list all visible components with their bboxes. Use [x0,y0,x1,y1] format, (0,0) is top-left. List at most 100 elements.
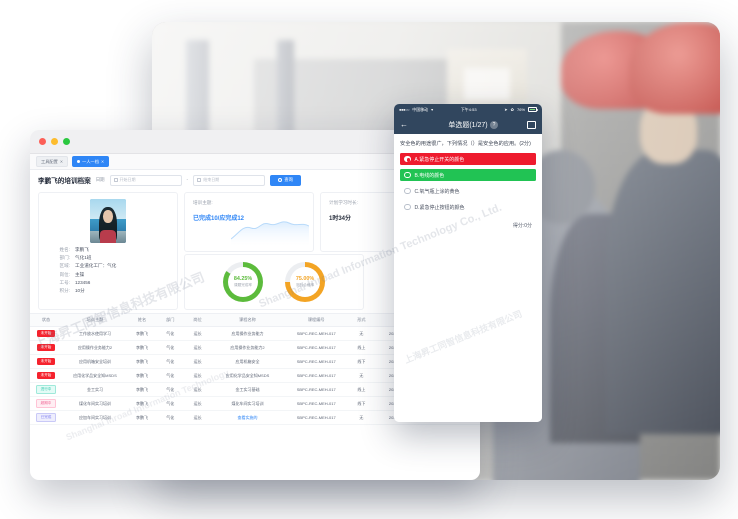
cell-code: SBPC-REC-MEH-017 [296,345,336,350]
end-date-input[interactable]: 结束日期 [193,174,266,186]
cell-dept: 气化 [166,330,175,336]
tab-one-person-one-file[interactable]: 一人一档 ✕ [72,156,110,167]
option-b[interactable]: B.电线的颜色 [400,169,536,182]
profile-field: 岗位: 主操 [47,272,169,278]
date-range-separator: - [186,177,189,183]
option-c[interactable]: C.氧气瓶上涂的黄色 [400,185,536,197]
cell-name: 李鹏飞 [136,344,149,350]
field-key: 部门: [59,255,70,261]
option-label: A.紧急停止开关的颜色 [414,156,465,163]
cell-post: 运长 [193,330,202,336]
mobile-phone-mockup: ●●●○○ 中国移动 ▾ 下午4:53 ➤ ✿ 76% ← 单选题(1/27) … [394,104,542,422]
phone-nav-bar: ← 单选题(1/27) ? [394,115,542,134]
col-post: 岗位 [193,317,202,322]
help-icon[interactable]: ? [490,120,498,129]
cell-form: 无 [359,414,364,420]
window-maximize-button[interactable] [63,138,70,145]
status-badge: 进行中 [35,384,57,395]
calendar-icon [197,178,202,182]
quiz-body: 安全色的用途很广，下列情况（）是安全色的应用。(2分) A.紧急停止开关的颜色 … [394,134,542,422]
window-minimize-button[interactable] [51,138,58,145]
cell-dept: 气化 [166,344,175,350]
tab-label: 一人一档 [82,158,99,164]
training-topic-label: 培训主题: [193,200,213,205]
carrier-label: 中国移动 [412,106,429,112]
option-d[interactable]: D.紧急停止按钮的颜色 [400,201,536,213]
filter-toolbar: 李鹏飞的培训档案 日期 开始日期 - 结束日期 查询 [30,170,480,190]
tab-tool-config[interactable]: 工具配置 ✕ [36,156,69,167]
radio-icon [404,187,411,195]
cell-code: SBPC-REC-MEH-017 [296,415,336,420]
alarm-icon: ✿ [510,107,514,112]
table-header-row: 状态 培训主题 姓名 部门 岗位 课程名称 课程编号 形式 所属计划 操作 [30,313,480,327]
back-arrow-icon[interactable]: ← [400,120,408,129]
tab-dot-icon [77,160,81,163]
col-name: 姓名 [137,317,147,322]
start-date-input[interactable]: 开始日期 [109,174,182,186]
cell-dept: 气化 [166,414,175,420]
cell-topic: 应用机箱安全培训 [78,358,111,364]
profile-field: 积分: 10分 [47,288,169,294]
cell-post: 运长 [193,344,202,350]
close-icon[interactable]: ✕ [100,159,105,164]
sparkline-chart [231,221,309,245]
donut-caption: 课题完成率 [234,283,252,287]
cell-dept: 气化 [166,400,175,406]
col-course: 课程名称 [239,317,256,322]
cell-name: 李鹏飞 [136,372,149,378]
option-label: B.电线的颜色 [414,172,445,179]
cell-code: SBPC-REC-MEH-017 [296,359,336,364]
battery-icon [528,107,538,112]
profile-info-list: 姓名: 李鹏飞 部门: 气化1班 区域: 工业道化工厂：气化 岗位: 主操 [45,247,171,294]
option-label: C.氧气瓶上涂的黄色 [414,188,460,195]
window-close-button[interactable] [39,138,46,145]
cell-form: 线上 [357,344,366,350]
rate-donuts-card: 84.25% 课题完成率 75.00% 测验合格率 [184,254,364,310]
tab-label: 工具配置 [41,158,58,164]
cell-name: 李鹏飞 [136,400,149,406]
field-key: 岗位: [59,271,70,277]
location-icon: ➤ [504,107,508,112]
status-badge: 已完成 [35,412,57,423]
col-status: 状态 [41,317,51,322]
field-value: 10分 [75,287,85,293]
date-label: 日期 [95,177,105,182]
end-date-placeholder: 结束日期 [203,177,220,182]
answer-sheet-icon[interactable] [527,120,536,129]
status-badge: 未开始 [36,357,56,366]
cell-form: 线下 [357,400,366,406]
field-value: 工业道化工厂：气化 [75,263,117,269]
cell-course: 应用操作业务能力 [231,330,264,336]
col-code: 课程编号 [307,317,325,322]
col-dept: 部门 [166,317,175,322]
cell-name: 李鹏飞 [136,414,149,420]
field-value: 123456 [75,279,91,285]
cell-post: 运长 [193,386,202,392]
quiz-title: 单选题(1/27) [448,121,488,129]
cell-course[interactable]: 查看实施的 [237,414,258,420]
query-button[interactable]: 查询 [270,174,302,186]
field-value: 气化1班 [75,255,92,261]
cell-form: 线下 [357,358,366,364]
cell-code: SBPC-REC-MEH-017 [296,331,336,336]
course-completion-donut: 84.25% 课题完成率 [223,262,263,302]
radio-icon [404,155,411,163]
close-icon[interactable]: ✕ [59,159,64,164]
cell-form: 无 [359,330,364,336]
clock-label: 下午4:53 [460,106,477,112]
search-icon [278,178,283,182]
option-label: D.紧急停止按钮的颜色 [414,204,465,211]
tab-bar: 工具配置 ✕ 一人一档 ✕ [30,154,480,170]
exam-pass-donut: 75.00% 测验合格率 [285,262,325,302]
calendar-icon [113,178,118,182]
cell-course: 金工实习基础 [235,386,260,392]
option-a[interactable]: A.紧急停止开关的颜色 [400,153,536,166]
summary-cards-row: 姓名: 李鹏飞 部门: 气化1班 区域: 工业道化工厂：气化 岗位: 主操 [30,190,480,310]
col-topic: 培训主题 [86,317,104,322]
profile-field: 部门: 气化1班 [47,255,169,261]
wifi-icon: ▾ [431,107,434,112]
cell-post: 运长 [193,400,202,406]
field-key: 积分: [59,287,70,293]
status-badge: 未开始 [36,329,56,338]
